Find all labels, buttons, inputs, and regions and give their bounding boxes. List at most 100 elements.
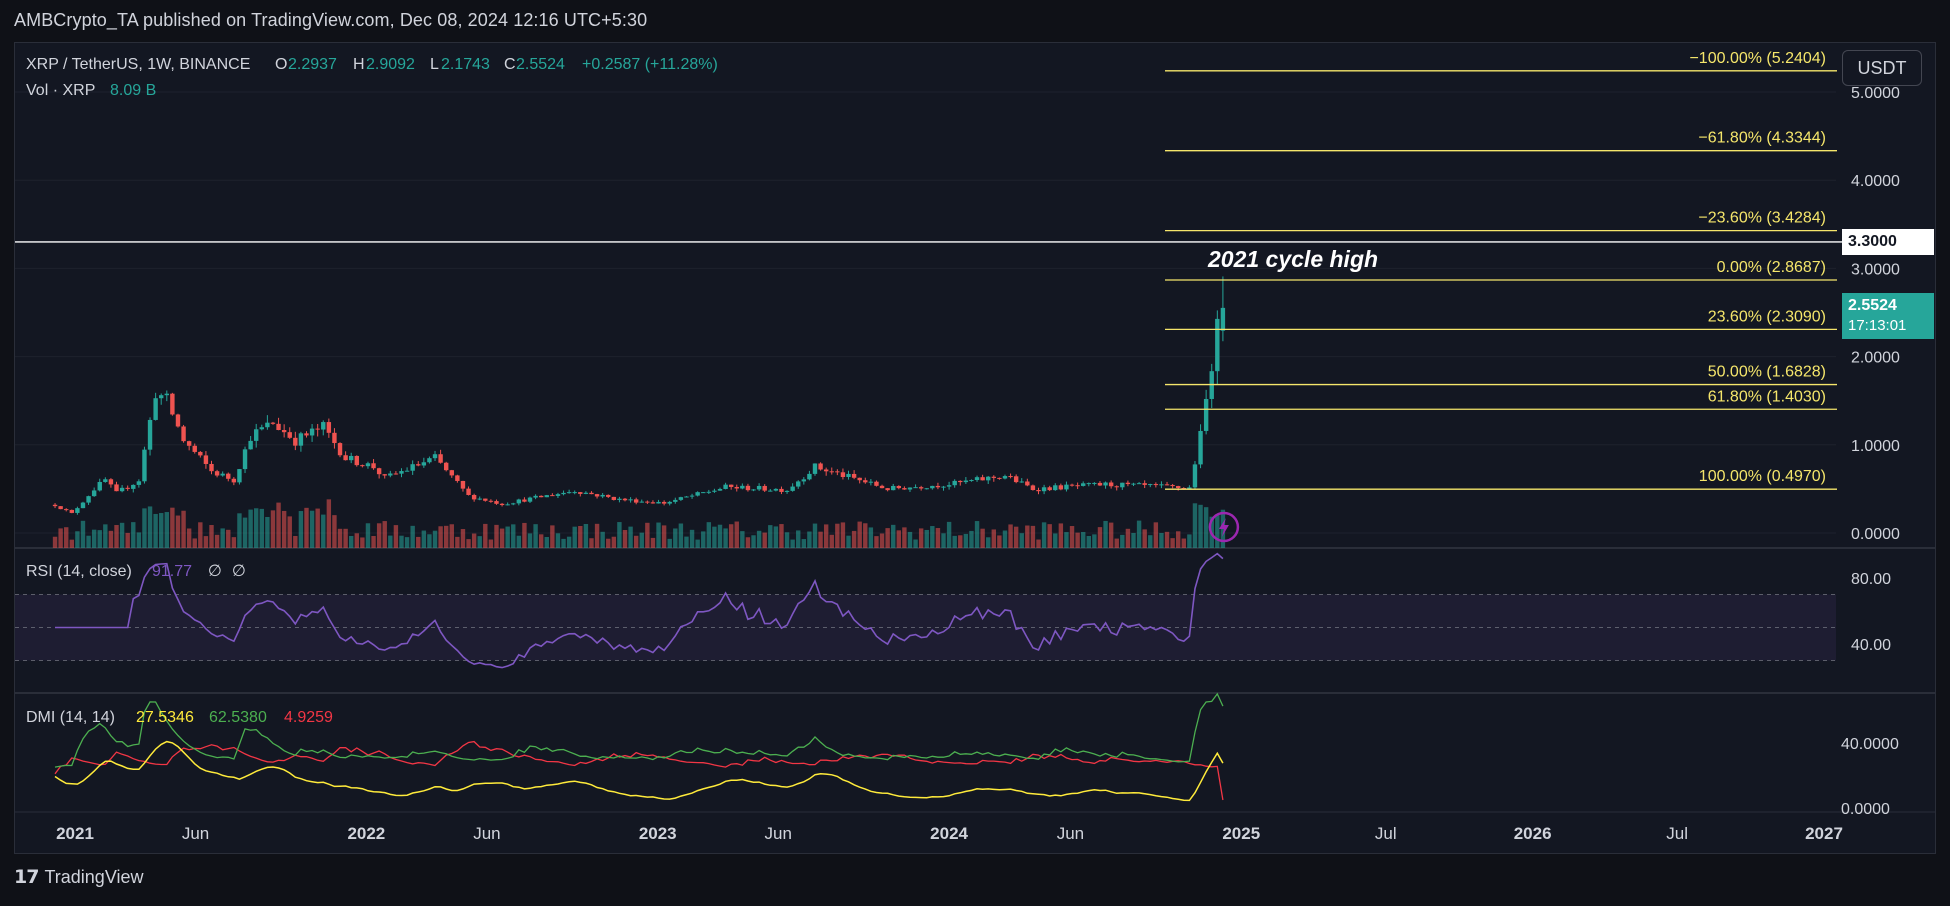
volume-bar: [1047, 524, 1052, 548]
fib-label: 100.00% (0.4970): [1699, 468, 1826, 485]
candle-body: [885, 488, 890, 491]
candle-body: [650, 502, 656, 504]
candle-body: [857, 477, 862, 481]
volume-bar: [913, 539, 918, 548]
candle-body: [293, 437, 298, 446]
volume-bar: [974, 521, 980, 548]
volume-bar: [192, 538, 197, 548]
candle-body: [796, 481, 801, 487]
candle-body: [108, 479, 114, 485]
high-label: H: [353, 56, 365, 73]
volume-bar: [1097, 527, 1103, 548]
candle-body: [991, 476, 997, 478]
candle-body: [259, 427, 264, 430]
candle-body: [1170, 485, 1175, 487]
candle-body: [321, 422, 326, 430]
fib-label: 23.60% (2.3090): [1708, 308, 1826, 325]
volume-bar: [416, 536, 421, 548]
volume-bar: [438, 526, 443, 548]
time-axis-tick: 2024: [930, 824, 968, 843]
candle-body: [449, 470, 454, 476]
candle-body: [427, 458, 432, 463]
tradingview-footer[interactable]: 𝟭𝟳 TradingView: [14, 866, 144, 889]
price-axis-tick: 4.0000: [1851, 173, 1900, 190]
currency-button[interactable]: USDT: [1842, 50, 1922, 86]
volume-bar: [1030, 525, 1036, 548]
volume-bar: [399, 535, 404, 548]
candle-body: [812, 463, 818, 474]
candle-body: [220, 473, 225, 476]
candle-body: [868, 481, 874, 483]
candle-body: [891, 485, 896, 491]
dmi-adx-value: 27.5346: [136, 709, 194, 726]
candle-body: [91, 490, 97, 497]
volume-bars: [52, 499, 1226, 548]
volume-bar: [645, 522, 650, 548]
volume-bar: [287, 516, 292, 548]
close-value: 2.5524: [516, 56, 565, 73]
candle-body: [1064, 484, 1069, 490]
candle-body: [633, 499, 639, 503]
candle-body: [1002, 476, 1008, 479]
volume-bar: [740, 531, 745, 548]
candle-body: [153, 398, 158, 420]
candle-body: [583, 492, 589, 494]
candle-body: [1131, 483, 1136, 485]
candle-body: [784, 490, 790, 492]
volume-bar: [455, 536, 460, 548]
candle-body: [326, 422, 332, 433]
candle-body: [1030, 485, 1036, 491]
volume-bar: [918, 528, 924, 548]
volume-bar: [963, 533, 969, 548]
candle-body: [589, 492, 594, 495]
candle-body: [986, 476, 991, 481]
volume-bar: [566, 536, 572, 548]
candle-body: [276, 423, 281, 431]
volume-bar: [527, 533, 533, 548]
volume-bar: [717, 524, 723, 548]
volume-bar: [1125, 528, 1131, 548]
volume-bar: [538, 534, 544, 548]
volume-bar: [768, 525, 773, 548]
volume-bar: [701, 531, 706, 548]
volume-bar: [823, 524, 829, 548]
volume-bar: [1064, 532, 1069, 548]
candle-body: [1025, 481, 1030, 486]
candle-body: [343, 455, 348, 461]
volume-bar: [784, 532, 790, 548]
volume-bar: [924, 529, 929, 548]
volume-bar: [555, 533, 561, 548]
volume-bar: [544, 536, 549, 548]
candle-body: [376, 468, 382, 475]
open-label: O: [275, 56, 287, 73]
volume-bar: [354, 533, 359, 548]
volume-bar: [321, 514, 326, 548]
volume-bar: [863, 523, 868, 548]
volume-bar: [868, 527, 874, 548]
time-axis-tick: 2027: [1805, 824, 1843, 843]
volume-bar: [723, 528, 728, 548]
volume-bar: [1187, 534, 1192, 548]
candle-body: [1075, 485, 1080, 487]
candle-body: [86, 496, 91, 503]
candle-body: [851, 473, 857, 478]
candle-body: [538, 495, 544, 498]
volume-bar: [270, 510, 276, 548]
volume-bar: [946, 521, 952, 548]
candle-body: [879, 485, 885, 489]
candle-body: [935, 485, 941, 488]
volume-bar: [561, 538, 566, 548]
candle-body: [69, 509, 75, 513]
volume-bar: [1153, 522, 1159, 548]
candle-body: [1192, 464, 1198, 488]
candle-body: [572, 492, 577, 494]
volume-bar: [656, 522, 661, 548]
volume-bar: [281, 510, 287, 548]
candle-body: [119, 487, 125, 492]
volume-bar: [488, 539, 494, 548]
low-label: L: [430, 56, 439, 73]
candle-body: [348, 455, 354, 461]
candle-body: [254, 429, 259, 441]
volume-bar: [237, 513, 242, 548]
